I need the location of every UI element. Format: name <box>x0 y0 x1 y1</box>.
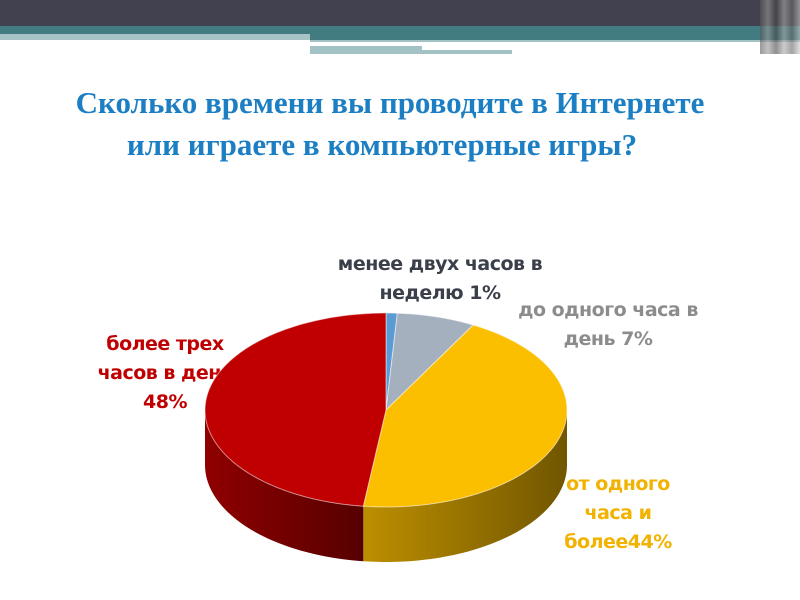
pie-slice <box>204 312 387 507</box>
header-bar <box>0 0 800 26</box>
data-label-up-to-one-hour-day: до одного часа в день 7% <box>508 296 708 354</box>
label-line: менее двух часов в <box>337 253 543 275</box>
pie-slice <box>385 312 475 412</box>
label-line: часа и <box>584 502 652 524</box>
title-line-1: Сколько времени вы проводите в Интернете <box>75 85 705 120</box>
header-light-bar <box>0 34 310 40</box>
label-line: день 7% <box>563 328 653 350</box>
data-label-less-than-two-hours-week: менее двух часов в неделю 1% <box>330 250 550 308</box>
title-line-2: или играете в компьютерные игры? <box>126 127 638 162</box>
data-label-one-hour-or-more: от одного часа и более44% <box>548 470 688 557</box>
decor-strip <box>310 46 422 54</box>
label-line: более44% <box>564 531 672 553</box>
label-line: более трех <box>106 333 224 355</box>
header-accent-bar-right <box>310 34 800 40</box>
label-line: часов в день <box>97 362 233 384</box>
decor-strip <box>310 40 800 42</box>
data-label-more-than-three-hours: более трех часов в день 48% <box>80 330 250 417</box>
header-accent-bar <box>0 26 800 34</box>
label-line: до одного часа в <box>518 299 698 321</box>
slide-title: Сколько времени вы проводите в Интернете… <box>0 82 800 166</box>
label-line: неделю 1% <box>379 282 501 304</box>
pie-slice-side <box>205 410 364 562</box>
label-line: 48% <box>143 391 187 413</box>
label-line: от одного <box>566 473 670 495</box>
pie-slice-side <box>363 410 567 562</box>
pie-slice <box>362 324 568 508</box>
decor-strip <box>422 50 512 54</box>
decor-edge <box>760 0 800 54</box>
